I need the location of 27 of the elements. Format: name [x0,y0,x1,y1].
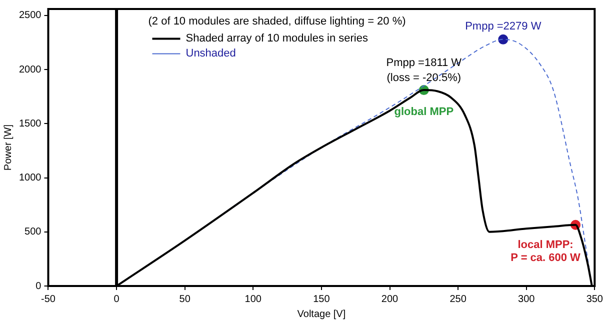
legend-label: Shaded array of 10 modules in series [186,32,368,45]
x-tick-label: 350 [586,294,604,305]
legend-label: Unshaded [186,48,236,60]
x-tick-label: -50 [41,294,56,305]
y-tick-label: 2500 [18,10,42,22]
x-tick-label: 100 [244,294,262,305]
annotation: global MPP [394,106,454,118]
y-tick-label: 1000 [18,172,42,184]
x-tick-label: 200 [381,294,399,305]
annotation: (loss = -20.5%) [386,72,462,84]
y-tick-label: 1500 [18,118,42,130]
annotation: Pmpp =2279 W [465,20,542,32]
x-tick-label: 150 [313,294,330,305]
legend-title: (2 of 10 modules are shaded, diffuse lighting = 20 %) [148,16,406,28]
y-tick-label: 500 [24,226,42,238]
x-tick-label: 50 [179,294,191,305]
x-tick-label: 300 [518,294,536,305]
x-axis-title: Voltage [V] [297,308,346,320]
y-tick-label: 2000 [18,64,42,76]
annotation: local MPP: [518,238,574,251]
x-tick-label: 250 [450,294,467,305]
y-tick-label: 0 [36,280,42,292]
annotation: Pmpp =1811 W [386,57,462,70]
x-tick-label: 0 [114,294,120,305]
y-axis-title: Power [W] [2,124,14,171]
annotation: P = ca. 600 W [510,252,582,264]
point [498,34,508,44]
